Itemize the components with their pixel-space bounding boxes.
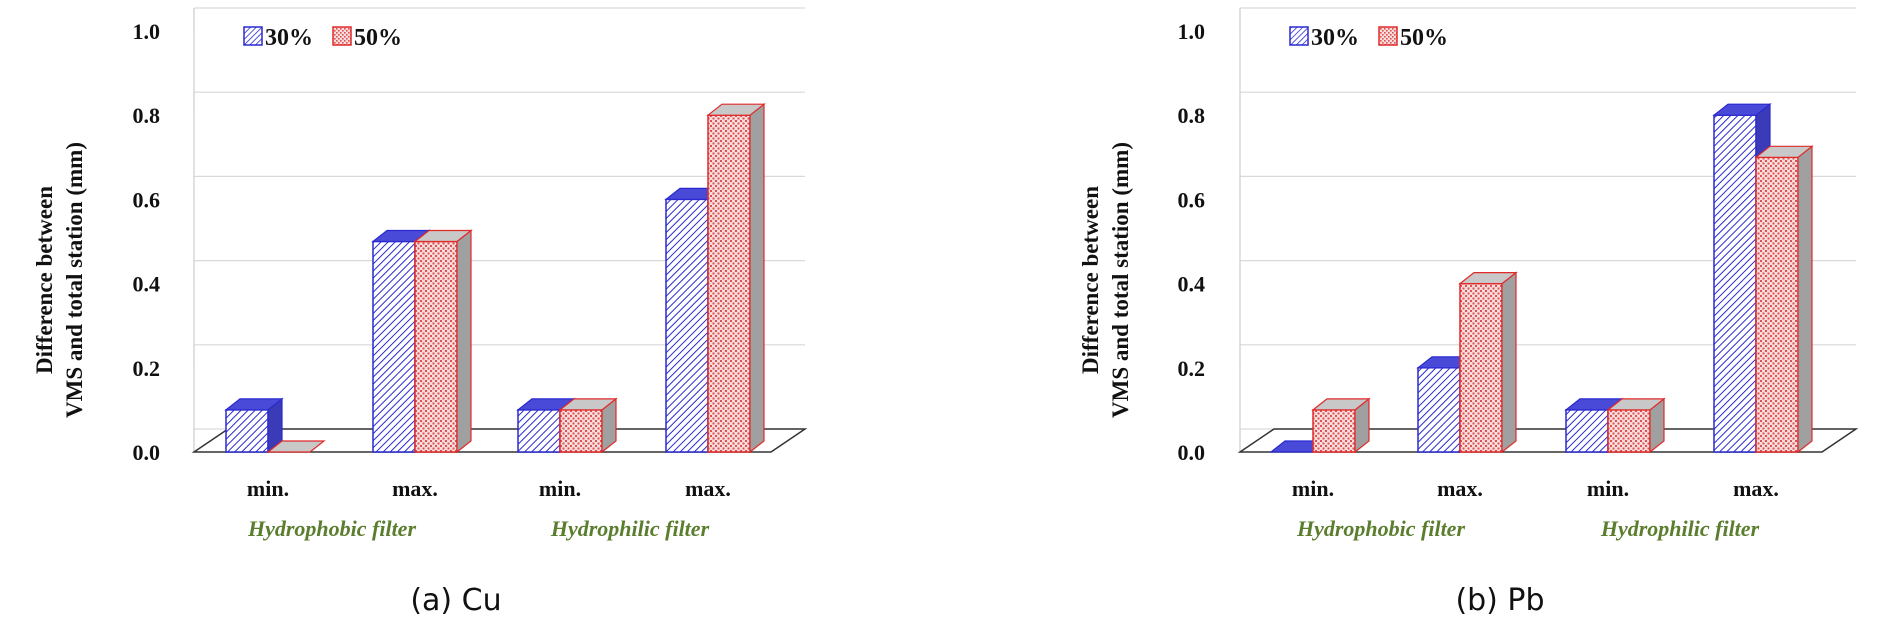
- bar-30: [1713, 114, 1757, 453]
- y-tick-label: 0.4: [1178, 272, 1206, 297]
- bar-top: [1311, 398, 1371, 411]
- bar-top: [558, 398, 618, 411]
- group-label-hydrophilic: Hydrophilic filter: [550, 516, 710, 541]
- y-tick-label: 0.4: [133, 272, 161, 297]
- chart-panel-pb: 0.0 0.2 0.4 0.6 0.8 1.0 min. max. min. max. Hydr…: [1078, 7, 1859, 618]
- y-tick-label: 0.2: [133, 356, 161, 381]
- legend-label-30: 30%: [1311, 25, 1359, 51]
- legend-swatch-50: [332, 26, 352, 46]
- y-tick-label: 1.0: [133, 19, 161, 44]
- chart-panel-cu: 0.0 0.2 0.4 0.6 0.8 1.0 min. max. min. max. Hydr…: [32, 7, 808, 618]
- group-label-hydrophobic: Hydrophobic filter: [247, 516, 416, 541]
- bar-top: [1458, 272, 1518, 285]
- y-tick-label: 0.8: [133, 103, 161, 128]
- y-tick-label: 0.0: [133, 440, 161, 465]
- bar-top: [1606, 398, 1666, 411]
- y-tick-label: 0.6: [133, 187, 161, 212]
- legend-swatch-30: [243, 26, 263, 46]
- bar-top: [706, 103, 766, 116]
- legend-label-50: 50%: [354, 25, 402, 51]
- panel-caption-a: (a) Cu: [410, 583, 501, 618]
- bar-30: [372, 240, 416, 453]
- legend-swatch-30: [1289, 26, 1309, 46]
- y-tick-label: 0.8: [1178, 103, 1206, 128]
- bar-30: [517, 409, 561, 453]
- bar-30: [1417, 367, 1461, 453]
- y-axis-label-line2: VMS and total station (mm): [62, 142, 87, 418]
- x-axis-categories: min. max. min. max.: [1292, 476, 1779, 501]
- bar-50: [1755, 156, 1799, 453]
- bar-50: [707, 114, 751, 453]
- bar-side: [1797, 145, 1813, 454]
- bar-50: [1459, 282, 1503, 453]
- x-category-label: min.: [1587, 476, 1629, 501]
- x-category-label: min.: [539, 476, 581, 501]
- bar-50: [559, 409, 603, 453]
- bar-30: [225, 409, 269, 453]
- x-category-label: min.: [1292, 476, 1334, 501]
- bar-top: [266, 440, 326, 453]
- y-axis-label-line1: Difference between: [1078, 186, 1103, 374]
- x-axis-categories: min. max. min. max.: [247, 476, 731, 501]
- y-axis-label-line1: Difference between: [32, 186, 57, 374]
- legend: 30% 50%: [243, 25, 402, 51]
- bar-side: [1501, 271, 1517, 454]
- y-tick-label: 0.0: [1178, 440, 1206, 465]
- legend-swatch-50: [1378, 26, 1398, 46]
- bar-series: [1269, 102, 1814, 454]
- legend-label-50: 50%: [1400, 25, 1448, 51]
- group-label-hydrophobic: Hydrophobic filter: [1296, 516, 1465, 541]
- bar-50: [414, 240, 458, 453]
- x-category-label: min.: [247, 476, 289, 501]
- gridlines: [193, 7, 805, 452]
- group-label-hydrophilic: Hydrophilic filter: [1600, 516, 1760, 541]
- bar-top: [1712, 103, 1772, 116]
- bar-50: [1607, 409, 1651, 453]
- y-tick-label: 0.2: [1178, 356, 1206, 381]
- x-category-label: max.: [392, 476, 438, 501]
- y-axis-ticks: 0.0 0.2 0.4 0.6 0.8 1.0: [133, 19, 161, 465]
- bar-side: [456, 229, 472, 454]
- bar-top: [1754, 145, 1814, 158]
- y-axis-label: Difference between VMS and total station…: [32, 142, 87, 418]
- bar-side: [749, 102, 765, 454]
- bar-top: [413, 229, 473, 243]
- x-category-label: max.: [1733, 476, 1779, 501]
- bar-series: [224, 102, 766, 454]
- y-axis-label: Difference between VMS and total station…: [1078, 142, 1133, 418]
- y-tick-label: 1.0: [1178, 19, 1206, 44]
- x-category-label: max.: [685, 476, 731, 501]
- x-category-label: max.: [1437, 476, 1483, 501]
- bar-30: [1565, 409, 1609, 453]
- y-tick-label: 0.6: [1178, 187, 1206, 212]
- legend: 30% 50%: [1289, 25, 1448, 51]
- bar-top: [224, 398, 284, 411]
- y-axis-label-line2: VMS and total station (mm): [1108, 142, 1133, 418]
- legend-label-30: 30%: [265, 25, 313, 51]
- y-axis-ticks: 0.0 0.2 0.4 0.6 0.8 1.0: [1178, 19, 1206, 465]
- bar-30: [665, 198, 709, 453]
- panel-caption-b: (b) Pb: [1455, 583, 1544, 618]
- bar-50: [1312, 409, 1356, 453]
